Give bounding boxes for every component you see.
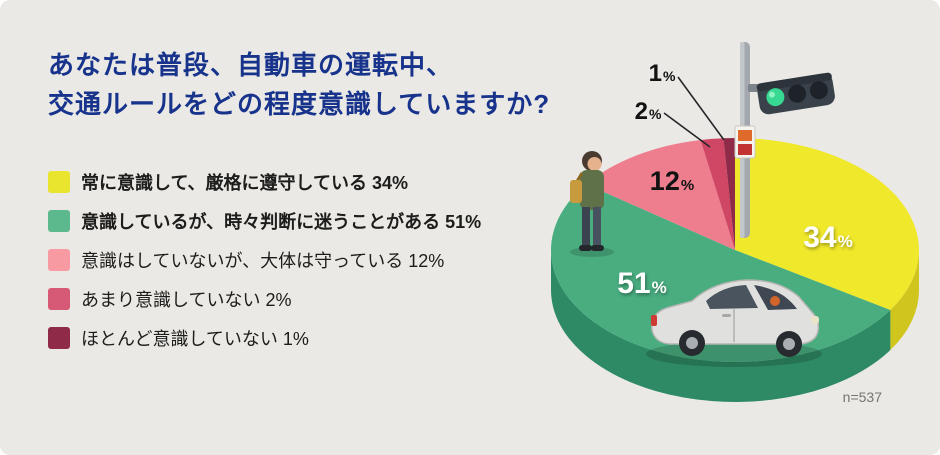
legend-swatch-crimson [48, 288, 70, 310]
pie-slice-3 [700, 138, 735, 250]
car-icon [646, 279, 822, 367]
pie-slice-side-0 [890, 250, 919, 351]
pie-labels: 34% 51% 12% 2% 1% [617, 60, 853, 300]
traffic-light-icon [734, 42, 835, 238]
legend-swatch-green [48, 210, 70, 232]
legend-item-mostly: 意識しているが、時々判断に迷うことがある 51% [48, 209, 481, 233]
pie-sides [551, 250, 919, 403]
pie-slice-side-1 [551, 250, 891, 403]
pie-value-label-0: 34% [803, 221, 853, 254]
legend-item-always: 常に意識して、厳格に遵守している 34% [48, 170, 481, 194]
legend-label: 常に意識して、厳格に遵守している 34% [81, 173, 409, 193]
pie-chart-svg: 34% 51% 12% 2% 1% [550, 42, 919, 403]
title-line-2: 交通ルールをどの程度意識していますか? [48, 89, 551, 120]
legend-swatch-yellow [48, 171, 70, 193]
legend-label: 意識はしていないが、大体は守っている 12% [81, 251, 445, 271]
legend-swatch-pink [48, 249, 70, 271]
pie-value-label-1: 51% [617, 267, 667, 300]
pie-slice-4 [723, 138, 735, 250]
title-line-1: あなたは普段、自動車の運転中、 [48, 50, 454, 80]
legend-item-rarely: あまり意識していない 2% [48, 287, 481, 311]
legend-label: ほとんど意識していない 1% [81, 329, 309, 349]
legend-item-somewhat: 意識はしていないが、大体は守っている 12% [48, 248, 481, 272]
leader-line-4 [677, 76, 725, 141]
sample-size-label: n=537 [842, 389, 882, 405]
pie-slice-0 [735, 138, 919, 311]
decorations [570, 42, 835, 367]
pie-value-label-2: 12% [650, 166, 694, 196]
legend-item-almost-never: ほとんど意識していない 1% [48, 326, 481, 350]
page-title: あなたは普段、自動車の運転中、 交通ルールをどの程度意識していますか? [48, 50, 550, 120]
legend-label: あまり意識していない 2% [81, 290, 292, 310]
leader-line-3 [663, 112, 711, 148]
legend-swatch-maroon [48, 327, 70, 349]
pie-chart: 34% 51% 12% 2% 1% n=537 [470, 0, 940, 455]
pedestrian-icon [570, 151, 614, 257]
pie-value-label-3: 2% [635, 98, 662, 125]
legend: 常に意識して、厳格に遵守している 34% 意識しているが、時々判断に迷うことがあ… [48, 170, 481, 350]
legend-label: 意識しているが、時々判断に迷うことがある 51% [81, 212, 482, 232]
pie-slice-2 [586, 139, 735, 250]
pie-value-label-4: 1% [649, 60, 676, 87]
